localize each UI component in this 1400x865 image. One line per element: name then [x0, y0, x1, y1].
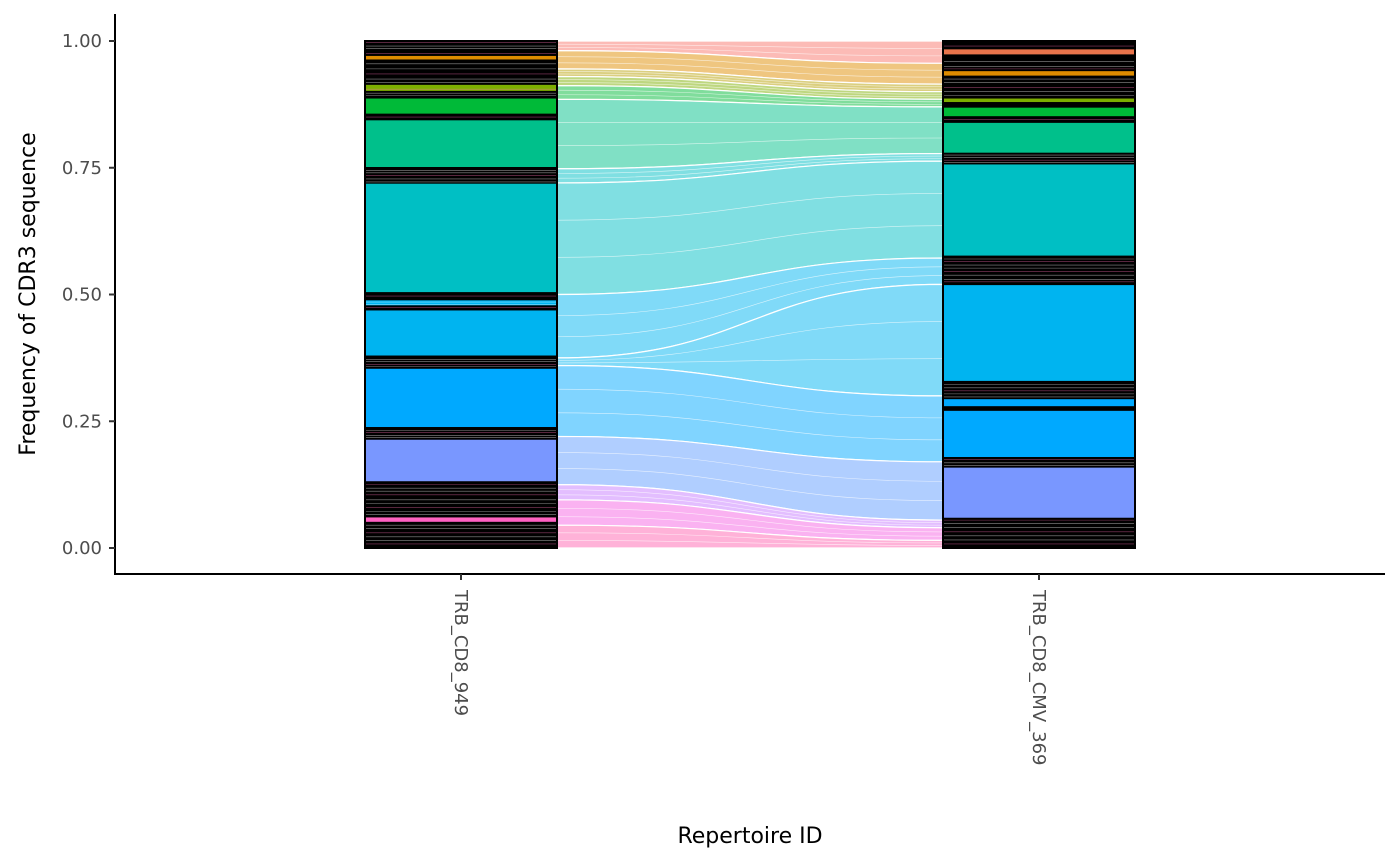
y-tick-label-3: 0.75: [62, 158, 102, 179]
stratum-block-1-11: [942, 162, 1136, 258]
strata-layer: [364, 40, 1136, 549]
flow-line-13-2: [556, 507, 944, 533]
stratum-block-1-3: [942, 69, 1136, 78]
flow-line-9-1: [556, 358, 944, 364]
stratum-block-1-14: [942, 380, 1136, 400]
stratum-block-1-19: [942, 466, 1136, 520]
y-tick-label-4: 1.00: [62, 31, 102, 52]
x-axis-title: Repertoire ID: [677, 824, 822, 849]
flow-line-10-2: [556, 388, 944, 419]
flow-line-14-2: [556, 532, 944, 544]
stratum-block-0-1: [364, 54, 558, 62]
flow-line-0-2: [556, 43, 944, 49]
flow-line-2-1: [556, 73, 944, 90]
y-tick-label-0: 0.00: [62, 538, 102, 559]
flow-line-4-1: [556, 94, 944, 105]
flow-line-13-1: [556, 516, 944, 537]
y-ticks: 0.00 0.25 0.50 0.75 1.00: [62, 31, 115, 559]
stratum-block-0-9: [364, 182, 558, 294]
flow-line-0-1: [556, 47, 944, 57]
flow-line-12-2: [556, 489, 944, 523]
y-tick-label-2: 0.50: [62, 285, 102, 306]
stratum-block-0-19: [364, 515, 558, 524]
flow-line-3-2: [556, 79, 944, 95]
stratum-block-1-15: [942, 397, 1136, 408]
flow-line-6-1: [556, 158, 944, 179]
flow-line-14-1: [556, 540, 944, 546]
flow-line-7-2: [556, 193, 944, 221]
flow-line-2-2: [556, 71, 944, 87]
stratum-block-1-7: [942, 106, 1136, 118]
stratum-block-1-12: [942, 255, 1136, 286]
flow-line-4-2: [556, 89, 944, 103]
flow-line-8-2: [556, 266, 944, 316]
flow-line-5-1: [556, 137, 944, 146]
flows-layer: [556, 40, 944, 549]
x-tick-label-1: TRB_CD8_CMV_369: [1028, 589, 1049, 766]
stratum-block-1-9: [942, 121, 1136, 155]
stratum-block-1-4: [942, 75, 1136, 99]
flow-line-11-2: [556, 452, 944, 482]
stratum-outline-0: [364, 40, 558, 549]
stratum-block-1-13: [942, 283, 1136, 383]
flow-line-1-1: [556, 62, 944, 78]
x-tick-label-0: TRB_CD8_949: [450, 589, 471, 716]
stratum-block-0-11: [364, 298, 558, 307]
stratum-block-1-2: [942, 54, 1136, 62]
flow-line-11-1: [556, 468, 944, 501]
y-tick-label-1: 0.25: [62, 411, 102, 432]
stratum-block-1-5: [942, 97, 1136, 104]
stratum-outline-1: [942, 40, 1136, 549]
stratum-block-0-7: [364, 118, 558, 169]
y-axis-title: Frequency of CDR3 sequence: [16, 132, 41, 455]
stratum-block-0-15: [364, 367, 558, 429]
flow-line-9-2: [556, 321, 944, 361]
flow-line-7-1: [556, 225, 944, 258]
flow-line-1-2: [556, 56, 944, 71]
flow-line-8-1: [556, 275, 944, 338]
stratum-block-1-17: [942, 409, 1136, 459]
stratum-block-1-20: [942, 517, 1136, 549]
flow-line-3-1: [556, 82, 944, 98]
stratum-block-1-1: [942, 47, 1136, 56]
stratum-block-0-13: [364, 308, 558, 358]
stratum-block-0-5: [364, 97, 558, 116]
flow-line-10-1: [556, 412, 944, 441]
stratum-block-0-17: [364, 438, 558, 483]
flow-line-12-1: [556, 494, 944, 526]
x-ticks: TRB_CD8_949 TRB_CD8_CMV_369: [450, 574, 1049, 766]
flow-line-6-2: [556, 155, 944, 174]
stratum-block-0-3: [364, 83, 558, 93]
stratum-block-0-4: [364, 90, 558, 99]
stratum-block-0-20: [364, 496, 558, 518]
